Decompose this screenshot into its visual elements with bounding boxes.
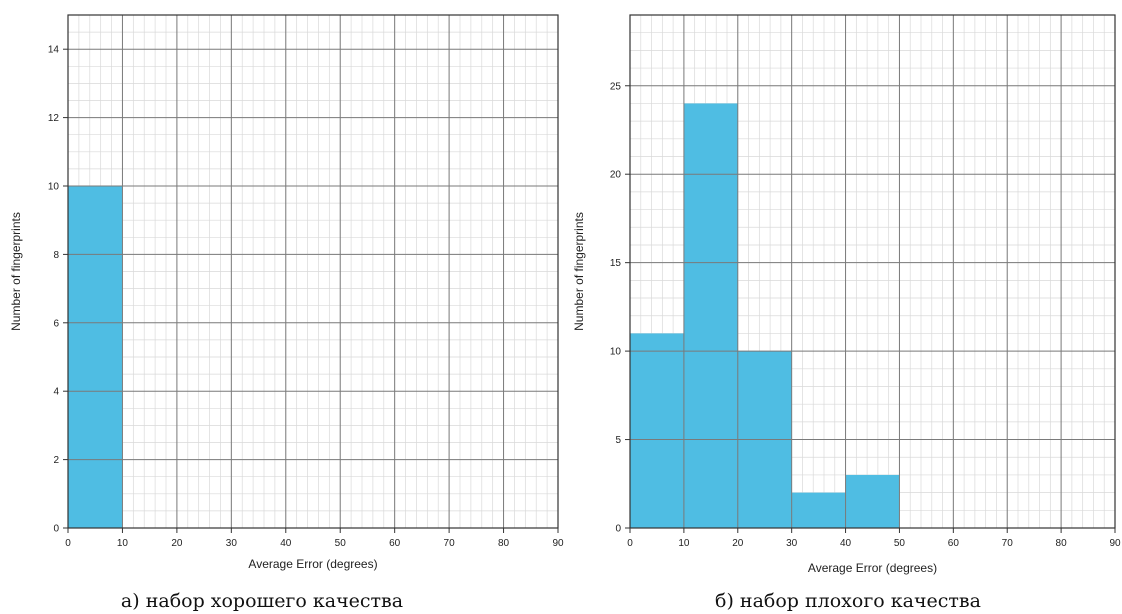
x-axis-title: Average Error (degrees) bbox=[248, 557, 377, 571]
y-tick-label: 0 bbox=[53, 524, 59, 535]
y-tick-label: 4 bbox=[53, 387, 59, 398]
x-tick-label: 20 bbox=[171, 538, 183, 549]
x-tick-label: 10 bbox=[678, 538, 690, 549]
y-tick-label: 6 bbox=[53, 318, 59, 329]
histogram-bar bbox=[630, 333, 684, 528]
x-tick-label: 70 bbox=[444, 538, 456, 549]
x-tick-label: 50 bbox=[894, 538, 906, 549]
histogram-bar bbox=[68, 186, 122, 528]
x-tick-label: 30 bbox=[226, 538, 238, 549]
y-tick-label: 5 bbox=[615, 435, 621, 446]
x-tick-label: 20 bbox=[732, 538, 744, 549]
y-axis-title: Number of fingerprints bbox=[9, 212, 23, 331]
x-tick-label: 90 bbox=[552, 538, 564, 549]
x-tick-label: 90 bbox=[1109, 538, 1121, 549]
histogram-bar bbox=[684, 103, 738, 528]
panel-caption: а) набор хорошего качества bbox=[121, 590, 403, 612]
y-tick-label: 10 bbox=[610, 347, 622, 358]
x-tick-label: 10 bbox=[117, 538, 129, 549]
x-tick-label: 80 bbox=[498, 538, 510, 549]
x-tick-label: 40 bbox=[840, 538, 852, 549]
x-tick-label: 0 bbox=[65, 538, 71, 549]
x-tick-label: 60 bbox=[389, 538, 401, 549]
x-tick-label: 30 bbox=[786, 538, 798, 549]
x-tick-label: 50 bbox=[335, 538, 347, 549]
y-tick-label: 20 bbox=[610, 170, 622, 181]
panel-caption: б) набор плохого качества bbox=[715, 590, 981, 612]
x-tick-label: 80 bbox=[1056, 538, 1068, 549]
y-tick-label: 8 bbox=[53, 250, 59, 261]
x-axis-title: Average Error (degrees) bbox=[808, 561, 937, 575]
y-tick-label: 0 bbox=[615, 524, 621, 535]
x-tick-label: 60 bbox=[948, 538, 960, 549]
y-tick-label: 10 bbox=[48, 182, 60, 193]
chart-panel-1: 0 10 20 30 40 50 60 70 80 90 0 2 4 6 8 10 12 14 Average Er… bbox=[9, 15, 564, 612]
y-axis-title: Number of fingerprints bbox=[572, 212, 586, 331]
x-tick-label: 0 bbox=[627, 538, 633, 549]
y-tick-label: 15 bbox=[610, 258, 622, 269]
y-tick-label: 12 bbox=[48, 113, 60, 124]
chart-panel-2: 0 10 20 30 40 50 60 70 80 90 0 5 10 15 20 25 Average Err… bbox=[572, 15, 1121, 612]
x-tick-label: 70 bbox=[1002, 538, 1014, 549]
histogram-bar bbox=[792, 493, 846, 528]
x-tick-label: 40 bbox=[280, 538, 292, 549]
histogram-bar bbox=[846, 475, 900, 528]
y-tick-label: 2 bbox=[53, 455, 59, 466]
y-tick-label: 25 bbox=[610, 81, 622, 92]
y-tick-label: 14 bbox=[48, 45, 60, 56]
